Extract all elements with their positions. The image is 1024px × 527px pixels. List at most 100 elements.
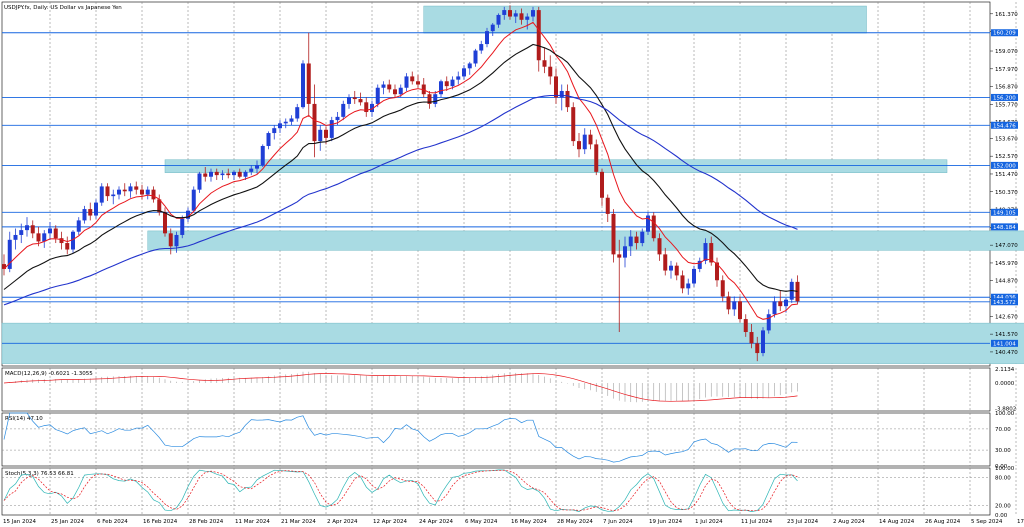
candle-bullish [180, 218, 185, 235]
candle-bullish [283, 121, 288, 124]
candle-bearish [2, 264, 6, 269]
candle-bearish [709, 243, 714, 263]
candle-bullish [669, 265, 673, 271]
candle-bullish [82, 209, 87, 221]
candle-bearish [651, 215, 656, 239]
x-tick-label: 11 Jul 2024 [741, 519, 773, 525]
candle-bearish [151, 189, 156, 200]
candle-bearish [778, 301, 783, 307]
candle-bullish [404, 76, 409, 88]
candle-bullish [467, 63, 472, 69]
y-tick-label: 153.670 [995, 136, 1018, 142]
stochastic-k-line [3, 469, 798, 512]
price-level-tag-label: 160.209 [993, 31, 1016, 37]
price-level-tag-label: 154.476 [993, 123, 1016, 129]
macd-y-tick-label: 0.0000 [995, 381, 1015, 387]
y-tick-label: 141.570 [995, 332, 1018, 338]
candle-bullish [686, 283, 691, 289]
x-tick-label: 28 Feb 2024 [189, 519, 224, 525]
candle-bearish [738, 301, 742, 320]
candle-bullish [640, 231, 645, 244]
price-level-tag [991, 339, 1018, 347]
window-title: USDJPY.fx, Daily: US Dollar vs Japanese … [4, 5, 122, 11]
candle-bullish [255, 165, 259, 169]
candle-bearish [554, 76, 558, 98]
candle-bearish [122, 189, 127, 192]
candle-bullish [485, 31, 489, 45]
candle-bullish [260, 145, 265, 166]
candle-bullish [697, 260, 702, 269]
candle-bullish [772, 301, 777, 315]
x-tick-label: 7 Jun 2024 [603, 519, 633, 525]
candle-bullish [7, 239, 12, 269]
macd-y-tick-label: -3.8802 [995, 406, 1016, 412]
candle-bearish [140, 189, 144, 195]
candle-bullish [370, 103, 374, 113]
y-tick-label: 147.070 [995, 243, 1018, 249]
price-level-tag [991, 298, 1018, 306]
candle-bearish [634, 236, 639, 244]
candle-bullish [531, 10, 535, 17]
y-tick-label: 151.470 [995, 172, 1018, 178]
x-tick-label: 14 Aug 2024 [879, 519, 915, 525]
rsi-y-tick-label: 0.00 [995, 464, 1008, 470]
candle-bullish [42, 233, 47, 242]
price-level-tag [991, 161, 1018, 169]
stochastic-y-tick-label: 20.00 [995, 504, 1011, 510]
support-resistance-zone [423, 5, 867, 34]
price-level-tag-label: 149.105 [993, 210, 1016, 216]
x-tick-label: 17 Sep 2024 [1017, 519, 1024, 525]
candle-bullish [375, 87, 380, 104]
candle-bullish [496, 14, 501, 25]
candle-bearish [306, 63, 311, 104]
candle-bullish [186, 210, 190, 219]
candle-bearish [749, 332, 754, 344]
price-level-tag-label: 148.184 [993, 225, 1016, 231]
candle-bullish [335, 116, 340, 121]
candle-bearish [680, 275, 685, 289]
candle-bearish [53, 228, 58, 239]
candle-bullish [25, 225, 29, 231]
candle-bullish [111, 194, 116, 197]
candle-bullish [99, 186, 104, 203]
rsi-panel: RSI(14) 47.10 100.00 70.00 30.00 0.00 [1, 411, 1017, 470]
candle-bullish [191, 189, 196, 211]
candle-bearish [157, 199, 162, 213]
candle-bullish [398, 87, 403, 95]
candle-bullish [473, 50, 478, 64]
candle-bearish [30, 225, 35, 234]
candle-bearish [312, 103, 317, 142]
candle-bullish [502, 10, 507, 15]
candle-bearish [427, 94, 432, 104]
candle-bullish [243, 171, 248, 177]
candle-bullish [48, 228, 52, 234]
candle-bullish [266, 133, 271, 146]
candle-bullish [318, 129, 323, 142]
x-tick-label: 15 Jan 2024 [3, 519, 36, 525]
support-resistance-zone [164, 159, 948, 173]
x-tick-label: 26 Aug 2024 [925, 519, 961, 525]
candle-bearish [65, 243, 70, 250]
candle-bearish [163, 212, 167, 234]
candle-bearish [88, 209, 93, 216]
x-tick-label: 5 Sep 2024 [971, 519, 1003, 525]
support-resistance-zone [147, 230, 1024, 251]
candle-bullish [197, 173, 202, 190]
candle-bearish [548, 66, 553, 77]
candle-bearish [134, 186, 139, 190]
candle-bullish [462, 68, 466, 77]
candle-bearish [657, 238, 662, 255]
rsi-panel-frame [1, 412, 991, 467]
price-level-tag [991, 293, 1018, 301]
candle-bullish [761, 330, 765, 354]
stochastic-d-line [3, 469, 798, 512]
x-tick-label: 19 Jun 2024 [649, 519, 683, 525]
candle-bullish [784, 299, 788, 307]
candle-bearish [755, 343, 760, 354]
candle-bullish [381, 84, 386, 88]
candle-bearish [577, 141, 581, 150]
candle-bearish [795, 281, 800, 302]
candle-bullish [301, 63, 305, 108]
moving-average-fast-line [3, 21, 798, 320]
